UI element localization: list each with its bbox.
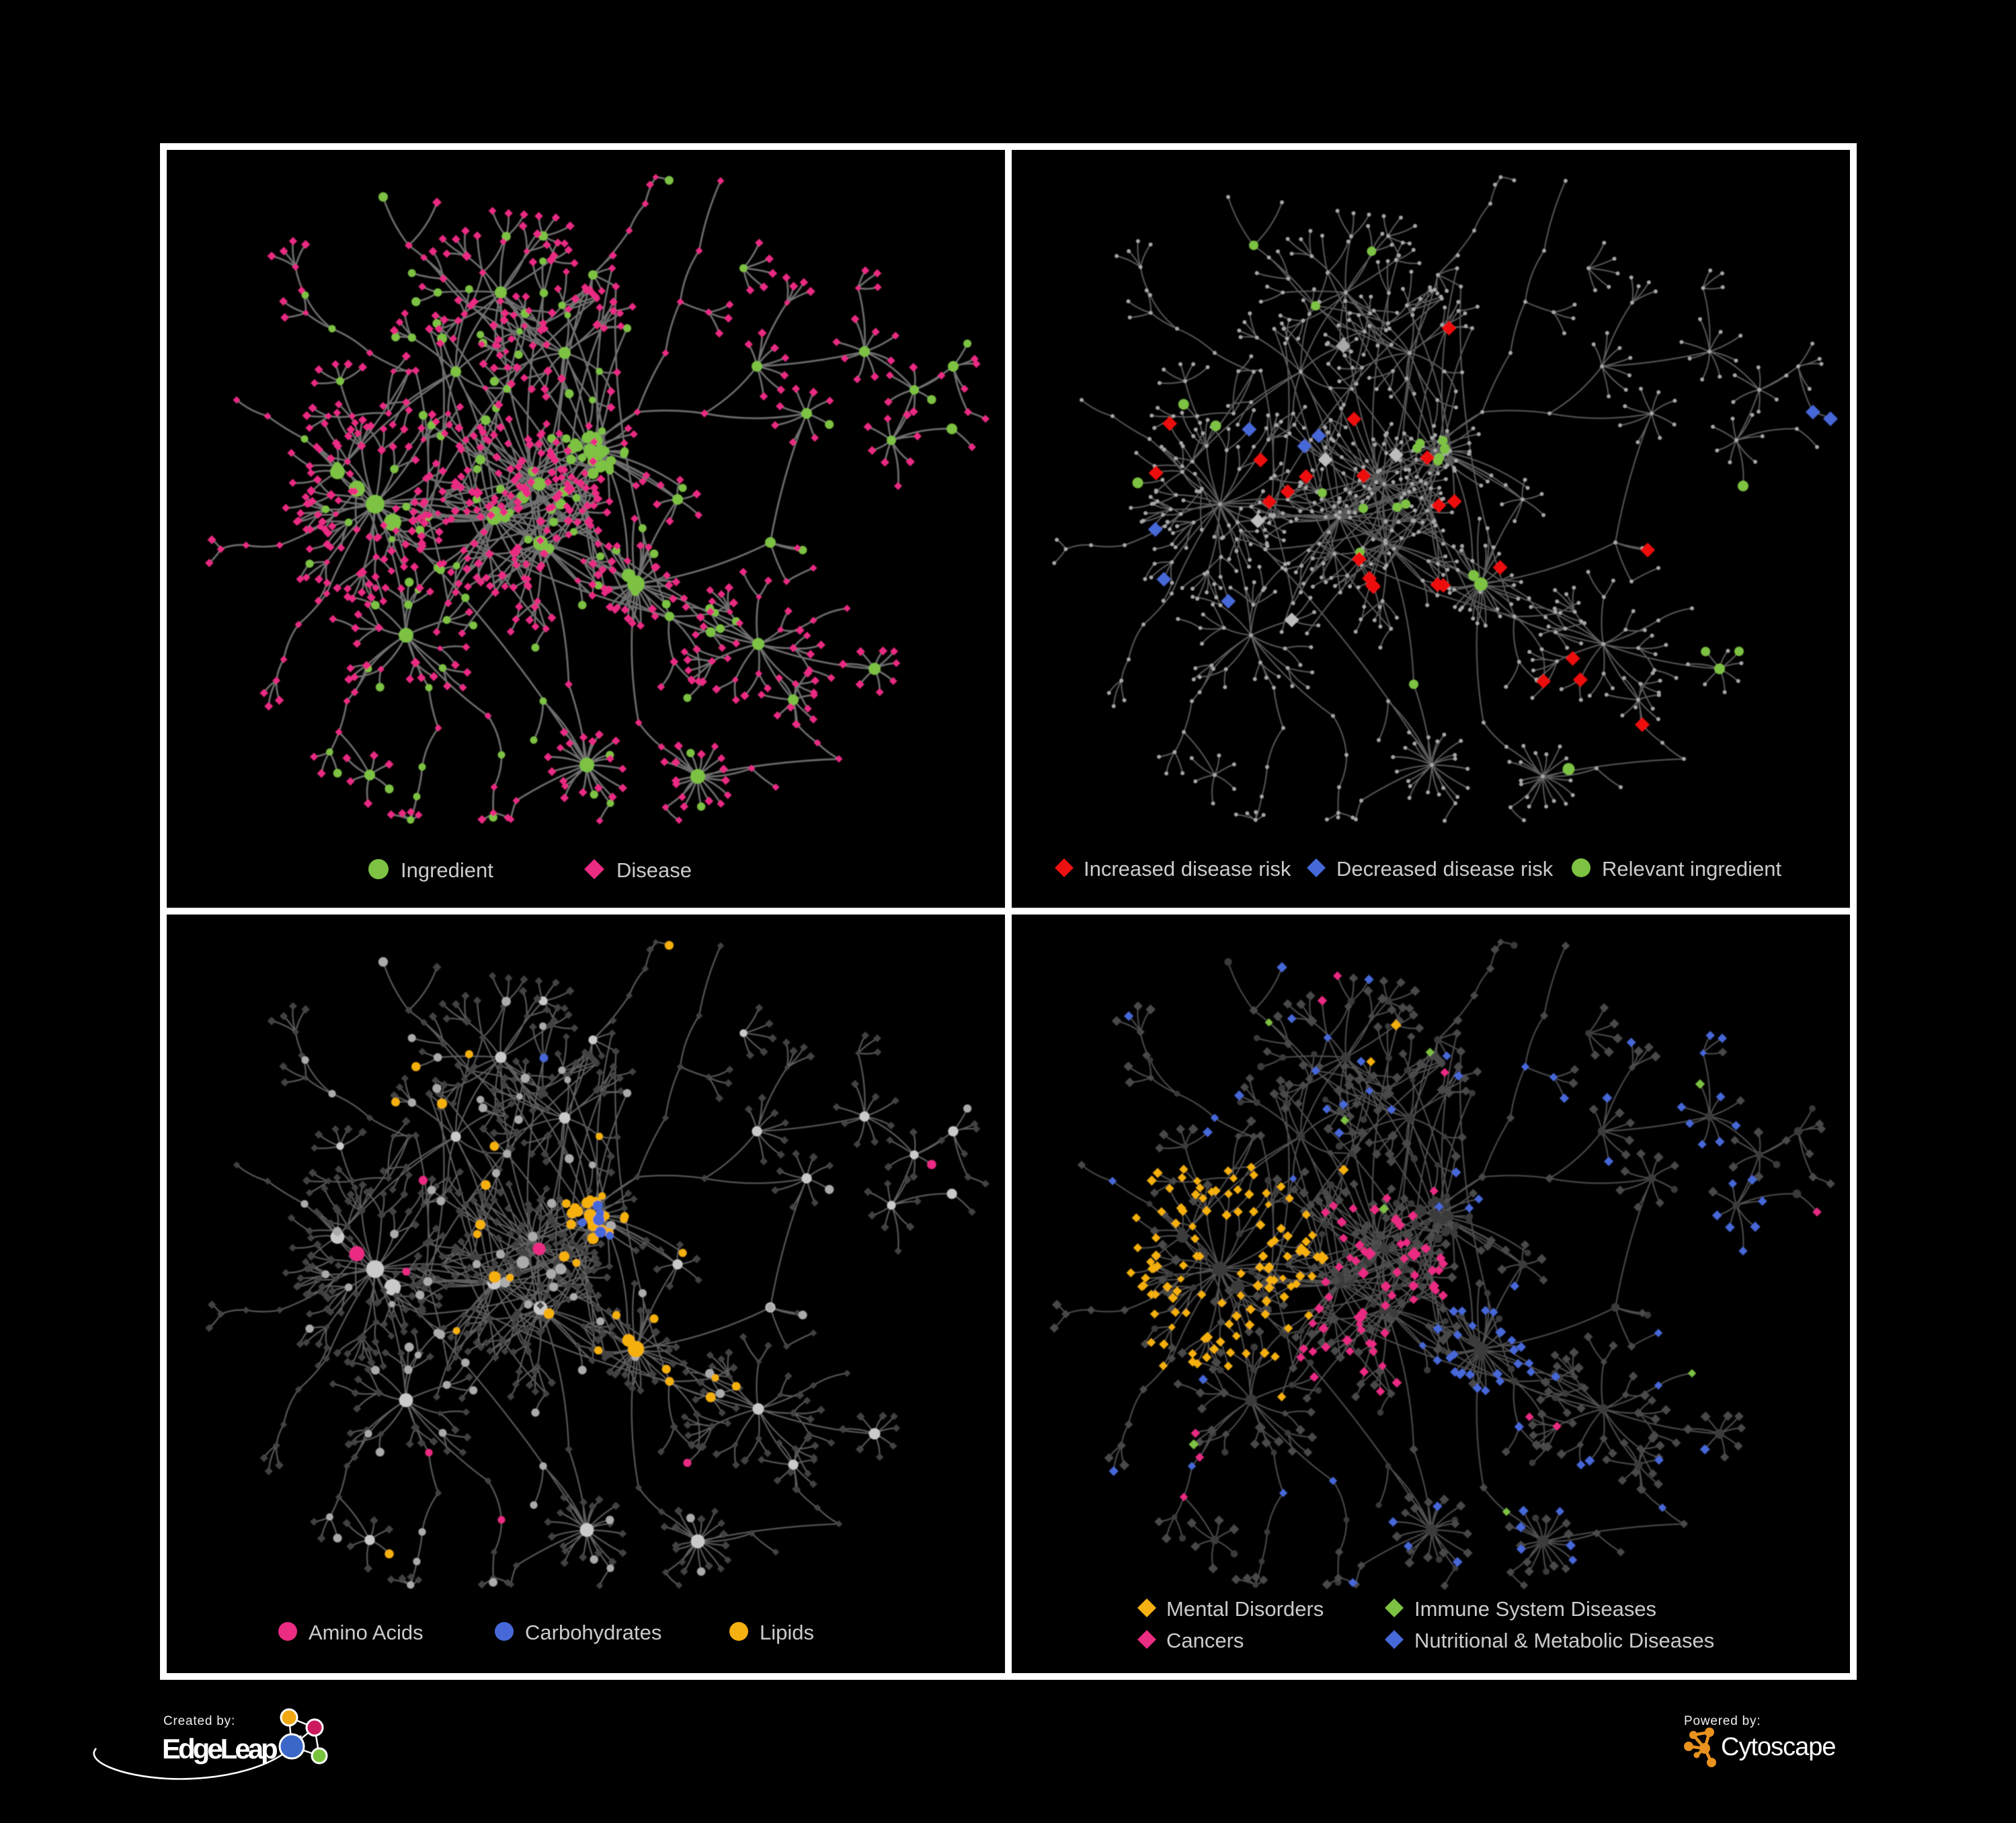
svg-text:Cytoscape: Cytoscape bbox=[1721, 1733, 1836, 1761]
svg-text:Mental Disorders: Mental Disorders bbox=[1166, 1597, 1324, 1621]
svg-text:EdgeLeap: EdgeLeap bbox=[162, 1733, 277, 1765]
svg-text:Nutritional & Metabolic Diseas: Nutritional & Metabolic Diseases bbox=[1414, 1629, 1714, 1652]
svg-text:Ingredient: Ingredient bbox=[401, 858, 493, 882]
svg-text:Amino Acids: Amino Acids bbox=[309, 1621, 424, 1644]
svg-text:Increased disease risk: Increased disease risk bbox=[1084, 857, 1291, 881]
svg-text:Decreased disease risk: Decreased disease risk bbox=[1336, 857, 1554, 881]
svg-text:Relevant ingredient: Relevant ingredient bbox=[1602, 857, 1782, 881]
svg-text:Disease: Disease bbox=[616, 858, 692, 882]
svg-text:Lipids: Lipids bbox=[760, 1621, 814, 1644]
svg-text:Created by:: Created by: bbox=[163, 1714, 235, 1728]
svg-text:Powered by:: Powered by: bbox=[1684, 1714, 1761, 1728]
svg-text:Carbohydrates: Carbohydrates bbox=[525, 1621, 661, 1644]
svg-text:Cancers: Cancers bbox=[1166, 1629, 1244, 1652]
svg-text:Immune System Diseases: Immune System Diseases bbox=[1414, 1597, 1656, 1621]
